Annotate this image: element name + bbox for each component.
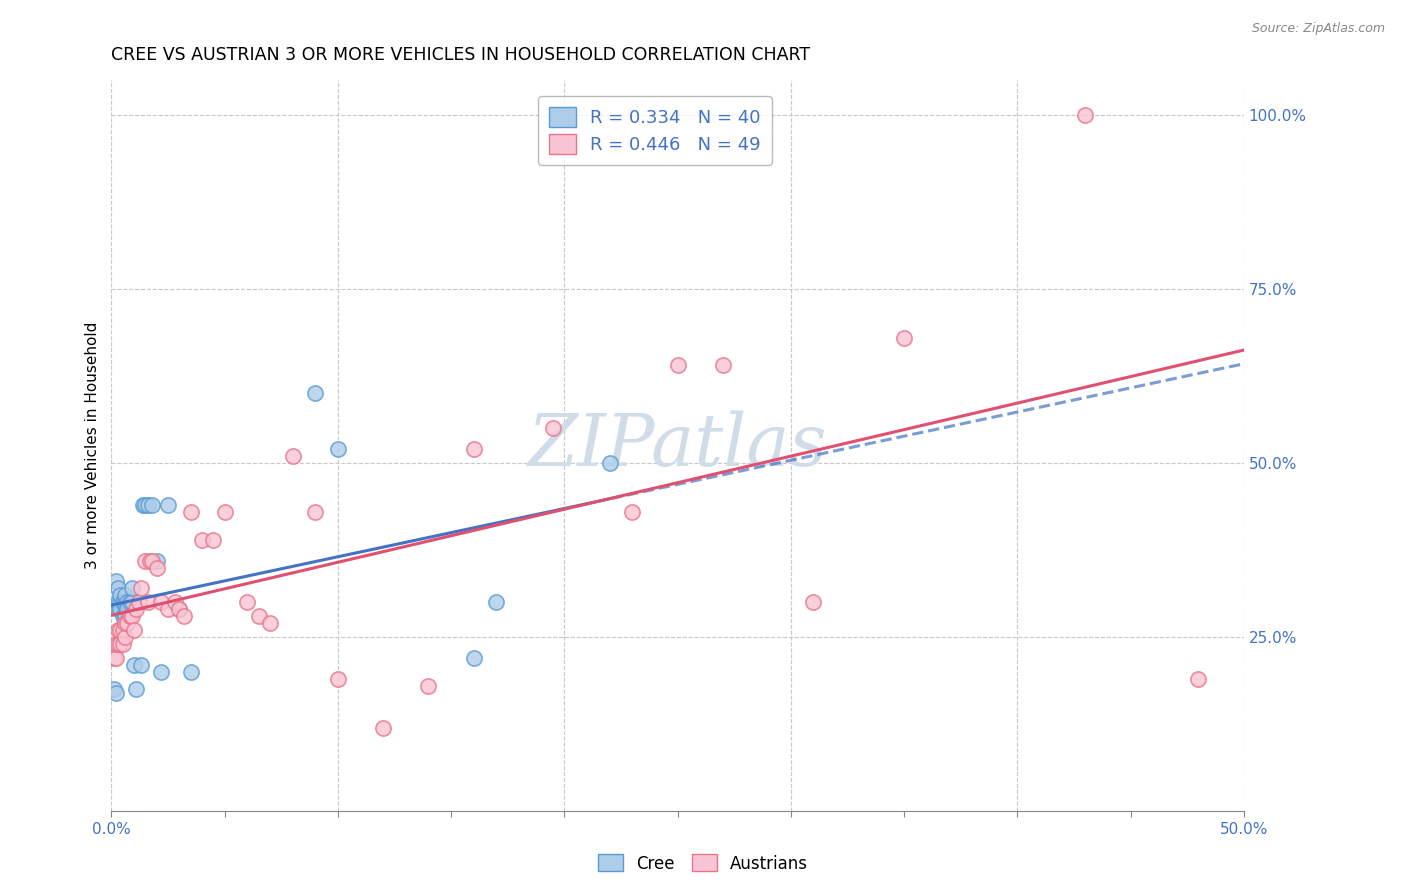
Point xyxy=(110,602,132,616)
Point xyxy=(118,609,141,624)
Point xyxy=(107,595,129,609)
Point xyxy=(145,553,167,567)
Point xyxy=(110,624,132,638)
Point xyxy=(134,553,156,567)
Point xyxy=(326,442,349,456)
Point xyxy=(136,595,159,609)
Point xyxy=(485,595,508,609)
Point xyxy=(107,602,129,616)
Point xyxy=(141,553,163,567)
Point xyxy=(803,595,825,609)
Point xyxy=(129,582,152,596)
Point xyxy=(125,602,148,616)
Point xyxy=(157,602,180,616)
Text: ZIPatlas: ZIPatlas xyxy=(527,410,827,481)
Point xyxy=(281,449,304,463)
Point xyxy=(111,624,134,638)
Point xyxy=(107,624,129,638)
Point xyxy=(247,609,270,624)
Point xyxy=(463,442,485,456)
Point xyxy=(134,498,156,512)
Point xyxy=(111,609,134,624)
Point xyxy=(121,595,143,609)
Point xyxy=(125,682,148,697)
Point xyxy=(111,637,134,651)
Point xyxy=(122,658,145,673)
Point xyxy=(111,595,134,609)
Point xyxy=(150,595,173,609)
Point xyxy=(104,686,127,700)
Point xyxy=(118,609,141,624)
Point xyxy=(121,609,143,624)
Point xyxy=(111,595,134,609)
Point xyxy=(1187,672,1209,686)
Point xyxy=(621,505,644,519)
Point xyxy=(1074,107,1097,121)
Point xyxy=(157,498,180,512)
Point xyxy=(173,609,195,624)
Point xyxy=(107,582,129,596)
Point xyxy=(304,505,326,519)
Point xyxy=(191,533,214,547)
Point xyxy=(132,498,155,512)
Point xyxy=(122,624,145,638)
Point xyxy=(117,602,139,616)
Point xyxy=(541,421,564,435)
Point xyxy=(104,651,127,665)
Y-axis label: 3 or more Vehicles in Household: 3 or more Vehicles in Household xyxy=(86,322,100,569)
Text: Source: ZipAtlas.com: Source: ZipAtlas.com xyxy=(1251,22,1385,36)
Point xyxy=(129,658,152,673)
Point xyxy=(114,609,136,624)
Point xyxy=(117,616,139,631)
Legend: Cree, Austrians: Cree, Austrians xyxy=(592,847,814,880)
Point xyxy=(107,637,129,651)
Point xyxy=(163,595,186,609)
Point xyxy=(711,359,734,373)
Point xyxy=(103,651,125,665)
Point xyxy=(180,505,202,519)
Point xyxy=(110,595,132,609)
Text: CREE VS AUSTRIAN 3 OR MORE VEHICLES IN HOUSEHOLD CORRELATION CHART: CREE VS AUSTRIAN 3 OR MORE VEHICLES IN H… xyxy=(111,46,810,64)
Point xyxy=(202,533,225,547)
Point xyxy=(326,672,349,686)
Point xyxy=(141,498,163,512)
Point xyxy=(136,498,159,512)
Point xyxy=(150,665,173,679)
Point xyxy=(304,386,326,401)
Point xyxy=(104,574,127,589)
Point xyxy=(180,665,202,679)
Point xyxy=(139,553,162,567)
Legend: R = 0.334   N = 40, R = 0.446   N = 49: R = 0.334 N = 40, R = 0.446 N = 49 xyxy=(538,96,772,165)
Point xyxy=(114,595,136,609)
Point xyxy=(114,609,136,624)
Point xyxy=(117,595,139,609)
Point xyxy=(169,602,191,616)
Point xyxy=(114,630,136,644)
Point xyxy=(110,588,132,602)
Point xyxy=(118,595,141,609)
Point xyxy=(463,651,485,665)
Point xyxy=(103,682,125,697)
Point xyxy=(418,679,440,693)
Point xyxy=(599,456,621,470)
Point xyxy=(145,560,167,574)
Point xyxy=(259,616,281,631)
Point xyxy=(114,616,136,631)
Point xyxy=(893,330,915,344)
Point xyxy=(373,721,395,735)
Point xyxy=(104,637,127,651)
Point xyxy=(214,505,236,519)
Point xyxy=(236,595,259,609)
Point xyxy=(114,588,136,602)
Point xyxy=(121,582,143,596)
Point xyxy=(666,359,689,373)
Point xyxy=(110,602,132,616)
Point xyxy=(110,637,132,651)
Point xyxy=(169,602,191,616)
Point xyxy=(128,595,150,609)
